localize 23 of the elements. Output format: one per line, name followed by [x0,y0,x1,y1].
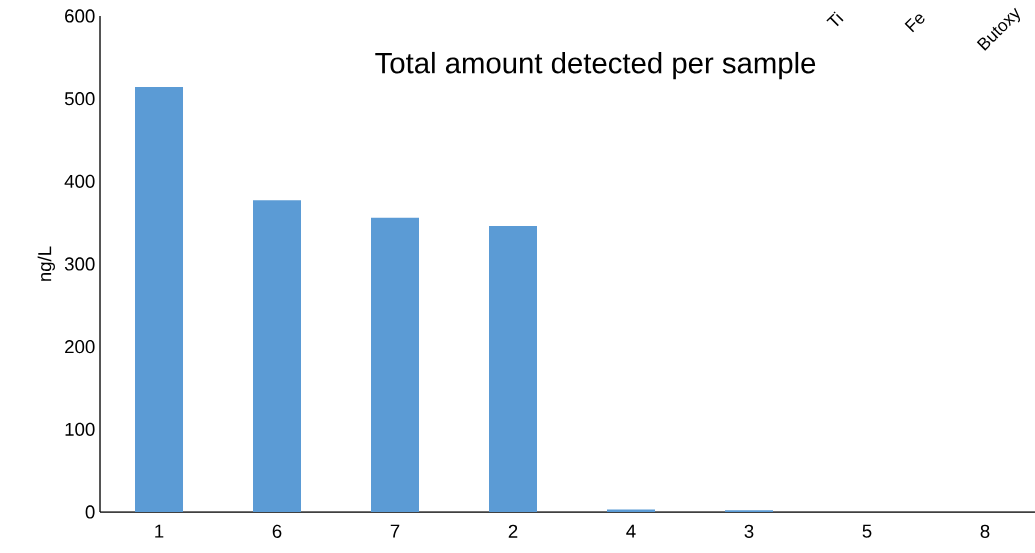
bar [489,225,537,512]
x-tick-label: 8 [980,524,990,538]
bar [371,217,420,512]
bar [253,200,302,512]
text: Total amount detected per sample [375,51,816,80]
x-tick-label: 5 [862,524,872,538]
y-axis-title: ng/L [37,246,55,281]
y-tick-label: 300 [64,257,95,271]
x-tick-label: 1 [155,524,164,538]
x-tick-label: 7 [390,524,400,538]
y-tick-label: 600 [65,9,95,23]
y-tick-label: 0 [85,505,95,519]
annotation: Ti [826,11,844,27]
bar [135,87,184,512]
x-tick-label: 4 [626,524,636,538]
y-tick-label: 200 [65,340,95,354]
y-tick-label: 100 [65,422,95,436]
x-tick-label: 2 [508,524,518,538]
x-tick-label: 6 [272,524,282,538]
y-tick-label: 400 [64,174,95,188]
x-tick-label: 3 [744,524,754,538]
y-tick-label: 500 [64,92,95,106]
annotation: Fe [904,14,925,33]
